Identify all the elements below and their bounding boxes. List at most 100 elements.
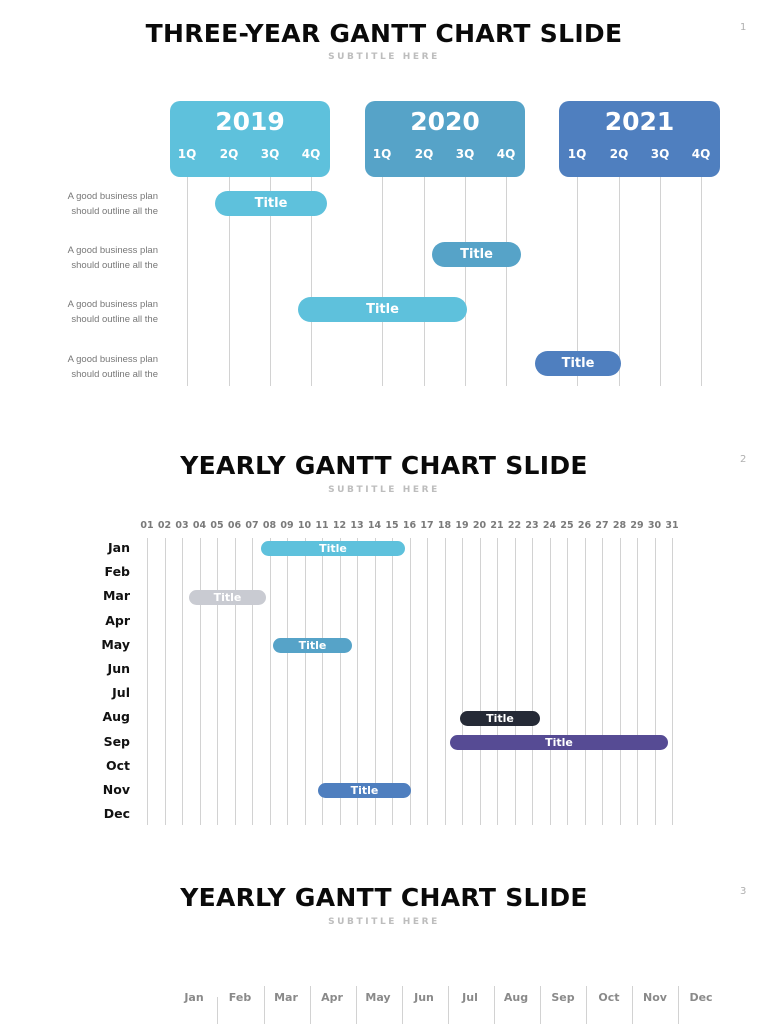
day-label: 15 bbox=[385, 520, 399, 531]
grid-line bbox=[217, 997, 218, 1024]
row-description: A good business plan should outline all … bbox=[30, 243, 158, 273]
grid-line bbox=[655, 538, 656, 825]
day-label: 17 bbox=[420, 520, 434, 531]
day-label: 19 bbox=[455, 520, 469, 531]
row-description-line: A good business plan bbox=[67, 191, 158, 202]
row-description: A good business plan should outline all … bbox=[30, 189, 158, 219]
day-label: 20 bbox=[472, 520, 487, 531]
page-number: 3 bbox=[740, 886, 747, 897]
grid-line bbox=[357, 538, 358, 825]
grid-line bbox=[632, 986, 633, 1024]
grid-line bbox=[200, 538, 201, 825]
grid-line bbox=[619, 170, 620, 386]
day-label: 06 bbox=[227, 520, 242, 531]
month-label: Aug bbox=[503, 991, 529, 1004]
quarter-label: 3Q bbox=[455, 147, 475, 161]
day-label: 07 bbox=[245, 520, 259, 531]
month-label: May bbox=[365, 991, 391, 1004]
gantt-bar-jan[interactable]: Title bbox=[261, 541, 405, 556]
slide-subtitle: SUBTITLE HERE bbox=[328, 52, 440, 62]
month-label: Oct bbox=[105, 757, 130, 773]
slide-title: YEARLY GANTT CHART SLIDE bbox=[180, 451, 588, 480]
quarter-label: 4Q bbox=[496, 147, 516, 161]
day-label: 04 bbox=[192, 520, 207, 531]
day-label: 26 bbox=[577, 520, 592, 531]
row-description: A good business plan should outline all … bbox=[30, 297, 158, 327]
month-label: Feb bbox=[228, 991, 252, 1004]
month-label: Aug bbox=[102, 709, 130, 725]
grid-line bbox=[494, 986, 495, 1024]
day-label: 23 bbox=[525, 520, 539, 531]
gantt-bar-nov[interactable]: Title bbox=[318, 783, 411, 798]
grid-line bbox=[270, 538, 271, 825]
day-label: 11 bbox=[315, 520, 329, 531]
grid-line bbox=[701, 170, 702, 386]
month-label: Jun bbox=[414, 991, 434, 1004]
grid-line bbox=[602, 538, 603, 825]
quarter-label: 1Q bbox=[177, 147, 197, 161]
row-description-line: A good business plan bbox=[67, 299, 158, 310]
grid-line bbox=[270, 170, 271, 386]
grid-line bbox=[182, 538, 183, 825]
month-label: Jul bbox=[462, 991, 478, 1004]
grid-line bbox=[392, 538, 393, 825]
row-description-line: should outline all the bbox=[71, 314, 158, 325]
grid-line bbox=[497, 538, 498, 825]
day-label: 27 bbox=[595, 520, 609, 531]
grid-line bbox=[235, 538, 236, 825]
day-label: 02 bbox=[157, 520, 172, 531]
row-description: A good business plan should outline all … bbox=[30, 352, 158, 382]
row-description-line: should outline all the bbox=[71, 369, 158, 380]
day-label: 13 bbox=[350, 520, 364, 531]
gantt-bar[interactable]: Title bbox=[432, 242, 521, 267]
grid-line bbox=[252, 538, 253, 825]
gantt-bar-may[interactable]: Title bbox=[273, 638, 352, 653]
gantt-bar-sep[interactable]: Title bbox=[450, 735, 668, 750]
gantt-bar[interactable]: Title bbox=[298, 297, 467, 322]
month-label: Oct bbox=[598, 991, 620, 1004]
month-label: Jun bbox=[107, 661, 130, 676]
grid-line bbox=[567, 538, 568, 825]
month-label: Sep bbox=[103, 733, 130, 749]
quarter-label: 2Q bbox=[219, 147, 239, 161]
gantt-bar[interactable]: Title bbox=[535, 351, 621, 376]
grid-line bbox=[217, 538, 218, 825]
grid-line bbox=[672, 538, 673, 825]
month-label: Dec bbox=[103, 806, 130, 822]
grid-line bbox=[287, 538, 288, 825]
grid-line bbox=[402, 986, 403, 1024]
day-label: 18 bbox=[437, 520, 452, 531]
month-label: Dec bbox=[689, 991, 713, 1004]
gantt-bar-mar[interactable]: Title bbox=[189, 590, 266, 605]
gantt-bar-aug[interactable]: Title bbox=[460, 711, 540, 726]
quarter-label: 1Q bbox=[372, 147, 392, 161]
month-label: Jan bbox=[184, 991, 204, 1004]
row-description-line: should outline all the bbox=[71, 260, 158, 271]
grid-line bbox=[550, 538, 551, 825]
grid-line bbox=[322, 538, 323, 825]
quarter-label: 4Q bbox=[301, 147, 321, 161]
quarter-label: 2Q bbox=[609, 147, 629, 161]
slide-subtitle: SUBTITLE HERE bbox=[328, 485, 440, 495]
day-label: 09 bbox=[280, 520, 294, 531]
day-label: 24 bbox=[542, 520, 557, 531]
day-label: 28 bbox=[612, 520, 627, 531]
year-header-2020: 2020 1Q 2Q 3Q 4Q bbox=[365, 101, 525, 177]
gantt-bar[interactable]: Title bbox=[215, 191, 327, 216]
day-label: 08 bbox=[262, 520, 277, 531]
row-description-line: should outline all the bbox=[71, 206, 158, 217]
grid-line bbox=[585, 538, 586, 825]
year-label: 2021 bbox=[604, 107, 675, 136]
day-label: 01 bbox=[140, 520, 154, 531]
grid-line bbox=[311, 170, 312, 386]
page-number: 1 bbox=[740, 22, 747, 33]
quarter-label: 3Q bbox=[260, 147, 280, 161]
month-label: Sep bbox=[551, 991, 575, 1004]
page-number: 2 bbox=[740, 454, 747, 465]
grid-line bbox=[480, 538, 481, 825]
grid-line bbox=[678, 986, 679, 1024]
month-label: Apr bbox=[105, 612, 130, 628]
quarter-label: 1Q bbox=[567, 147, 587, 161]
slide-title: THREE-YEAR GANTT CHART SLIDE bbox=[145, 19, 623, 48]
grid-line bbox=[375, 538, 376, 825]
